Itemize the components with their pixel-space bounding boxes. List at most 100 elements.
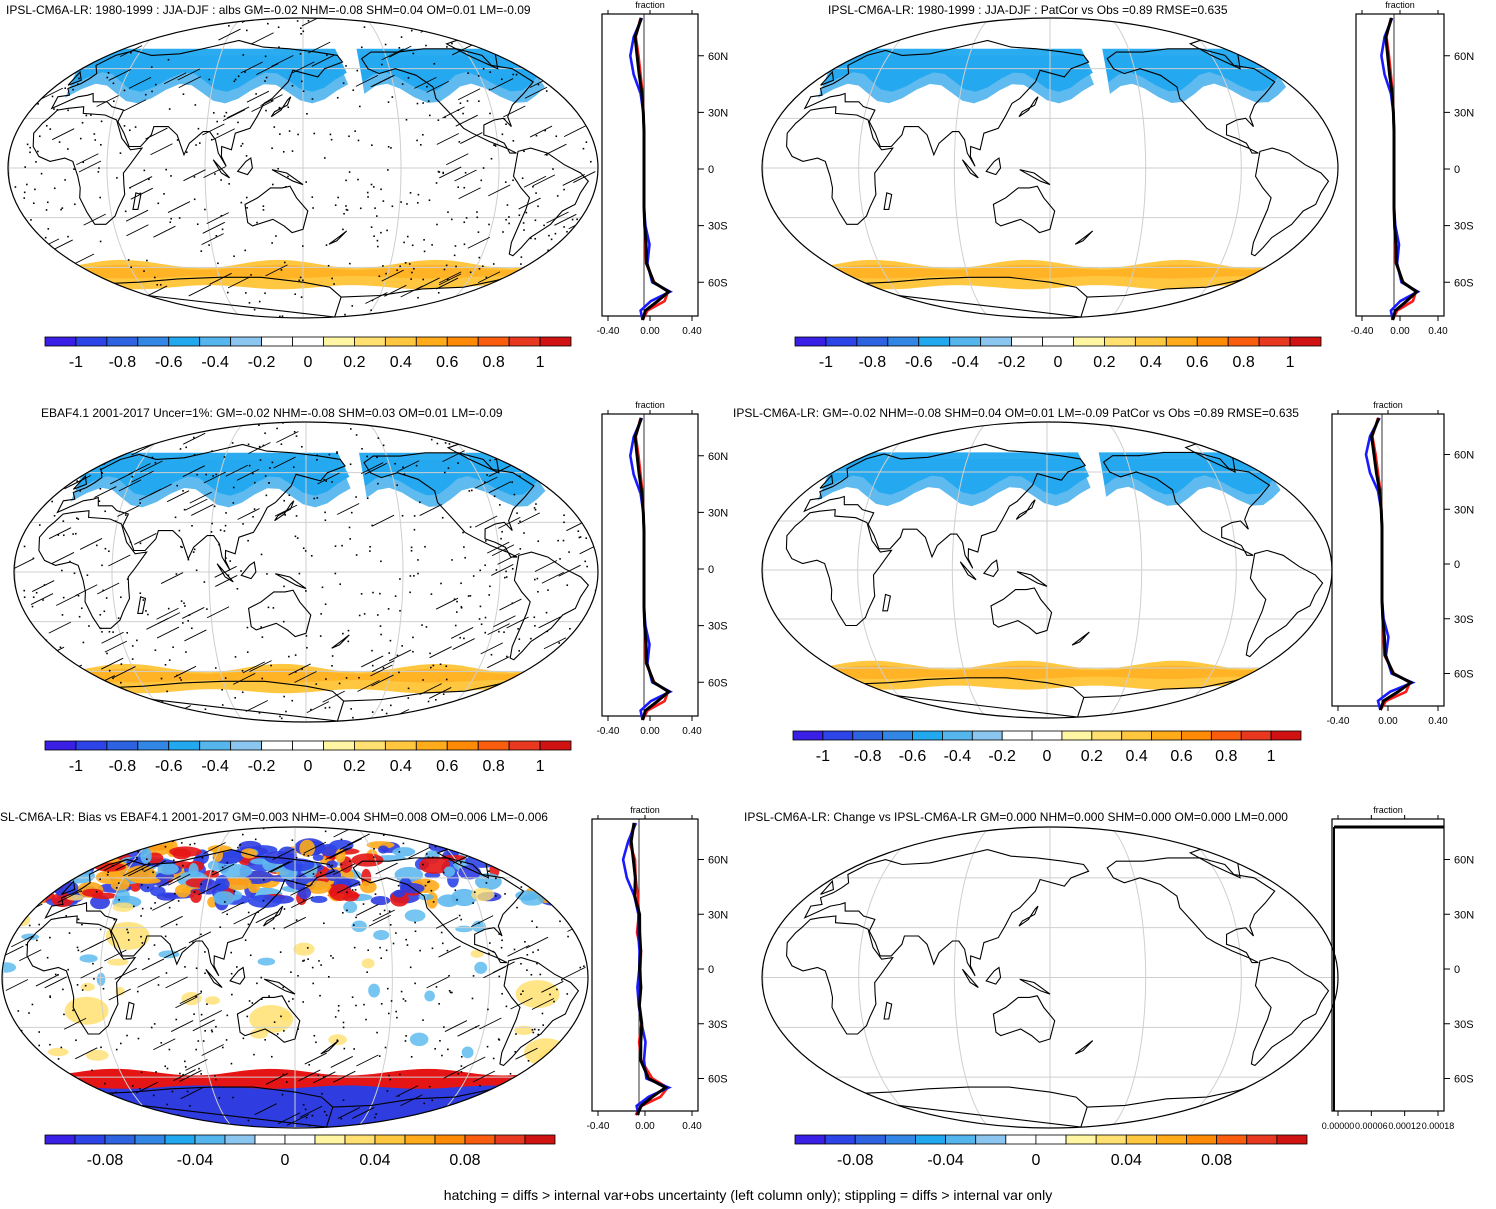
- colorbar-swatch: [1061, 730, 1093, 741]
- profile-ytick: 30N: [708, 107, 728, 119]
- footer-note: hatching = diffs > internal var+obs unce…: [443, 1187, 1053, 1203]
- colorbar-swatch: [794, 1134, 826, 1145]
- colorbar-tick: 0.6: [1170, 748, 1192, 765]
- profile-ytick: 30S: [708, 221, 728, 233]
- colorbar-tick: -1: [819, 354, 833, 371]
- colorbar-swatch: [292, 740, 324, 751]
- profile-xtick: 0.00: [640, 326, 660, 337]
- snow-albedo-decrease-region: [817, 48, 1287, 104]
- colorbar-tick: 0.2: [1081, 748, 1103, 765]
- colorbar-tick: -0.8: [109, 354, 137, 371]
- profile-series-2: [633, 417, 672, 721]
- profile-ytick: 60N: [708, 51, 728, 63]
- panel-3-zonal-profile: fraction 60N 30N 0 30S 60S -0.40 0.00 0.40: [597, 400, 729, 737]
- colorbar-tick: -0.8: [854, 748, 882, 765]
- colorbar-swatch: [912, 730, 943, 741]
- colorbar-tick: 1: [1286, 354, 1295, 371]
- colorbar-swatch: [106, 336, 139, 347]
- colorbar-tick: -1: [69, 354, 83, 371]
- panel-1-map: [7, 17, 599, 319]
- colorbar-swatch: [199, 336, 232, 347]
- colorbar-tick: -1: [69, 758, 83, 775]
- profile-ytick: 60S: [708, 1074, 728, 1086]
- profile-ylabel: fraction: [1373, 805, 1403, 815]
- map-border: [761, 826, 1339, 1129]
- map-border: [7, 17, 599, 319]
- sea-ice-bias-red: [32, 1068, 549, 1089]
- colorbar-tick: 1: [536, 354, 545, 371]
- colorbar-tick: 0.6: [436, 354, 458, 371]
- colorbar-swatch: [508, 740, 541, 751]
- panel-5-zonal-profile: fraction 60N 30N 0 30S 60S -0.40 0.00 0.40: [587, 805, 729, 1132]
- colorbar-swatch: [1035, 1134, 1067, 1145]
- profile-ytick: 60S: [1454, 1074, 1474, 1086]
- colorbar-tick: 0.04: [359, 1152, 390, 1169]
- colorbar-swatch: [1186, 1134, 1218, 1145]
- colorbar-swatch: [224, 1134, 256, 1145]
- colorbar-swatch: [374, 1134, 406, 1145]
- colorbar-swatch: [1156, 1134, 1187, 1145]
- colorbar-swatch: [915, 1134, 946, 1145]
- colorbar-tick: 0: [1043, 748, 1052, 765]
- colorbar-tick: -0.4: [201, 758, 229, 775]
- colorbar-tick: -1: [816, 748, 830, 765]
- colorbar-swatch: [1240, 730, 1272, 741]
- panel-1-zonal-profile: fraction 60N 30N 0 30S 60S -0.40 0.00 0.40: [597, 0, 729, 337]
- colorbar-tick: 0.8: [1233, 354, 1255, 371]
- colorbar-swatch: [168, 336, 201, 347]
- colorbar-swatch: [323, 336, 355, 347]
- panel-3-title: EBAF4.1 2001-2017 Uncer=1%: GM=-0.02 NHM…: [41, 406, 503, 420]
- colorbar-tick: -0.04: [927, 1152, 964, 1169]
- profile-xtick: 0.00012: [1388, 1121, 1421, 1131]
- colorbar-swatch: [539, 336, 572, 347]
- profile-frame: [1331, 818, 1445, 1112]
- colorbar-swatch: [824, 1134, 856, 1145]
- colorbar-tick: -0.8: [859, 354, 887, 371]
- colorbar-tick: -0.8: [109, 758, 137, 775]
- colorbar-swatch: [199, 740, 232, 751]
- profile-ylabel: fraction: [635, 400, 665, 410]
- colorbar-tick: -0.08: [837, 1152, 874, 1169]
- map-border: [1, 826, 589, 1129]
- profile-series-2: [1384, 17, 1419, 321]
- colorbar-swatch: [882, 730, 913, 741]
- colorbar-swatch: [1042, 336, 1074, 347]
- colorbar-swatch: [945, 1134, 977, 1145]
- profile-xtick: -0.40: [1327, 716, 1350, 727]
- profile-ytick: 30S: [1454, 614, 1474, 626]
- panel-1-title: IPSL-CM6A-LR: 1980-1999 : JJA-DJF : albs…: [6, 3, 531, 17]
- colorbar-swatch: [1216, 1134, 1248, 1145]
- profile-ytick: 60S: [708, 277, 728, 289]
- colorbar-tick: 0.2: [343, 758, 365, 775]
- colorbar-swatch: [822, 730, 854, 741]
- map-field: [762, 827, 1338, 1128]
- colorbar-tick: 0.8: [483, 758, 505, 775]
- graticule: [762, 827, 1338, 1128]
- colorbar-swatch: [314, 1134, 346, 1145]
- colorbar-swatch: [918, 336, 951, 347]
- profile-xtick: -0.40: [597, 326, 620, 337]
- colorbar-tick: 0.6: [1186, 354, 1208, 371]
- colorbar-tick: 0: [1031, 1152, 1040, 1169]
- profile-ytick: 30N: [1454, 107, 1474, 119]
- colorbar-tick: -0.2: [998, 354, 1026, 371]
- colorbar-tick: 0: [304, 354, 313, 371]
- colorbar-swatch: [404, 1134, 436, 1145]
- colorbar-swatch: [856, 336, 889, 347]
- colorbar-swatch: [1091, 730, 1123, 741]
- panel-6-map: [761, 826, 1339, 1129]
- colorbar-swatch: [74, 1134, 106, 1145]
- colorbar-swatch: [230, 336, 262, 347]
- profile-ytick: 30S: [1454, 221, 1474, 233]
- profile-ytick: 60N: [708, 451, 728, 463]
- snow-albedo-decrease-region: [817, 452, 1281, 507]
- panel-1-colorbar: -1 -0.8 -0.6 -0.4 -0.2 0 0.2 0.4 0.6 0.8 1: [44, 336, 572, 371]
- colorbar-swatch: [44, 336, 77, 347]
- colorbar-swatch: [194, 1134, 226, 1145]
- colorbar-tick: -0.2: [988, 748, 1016, 765]
- colorbar-tick: -0.6: [155, 354, 183, 371]
- colorbar-swatch: [477, 740, 510, 751]
- colorbar-swatch: [1258, 336, 1291, 347]
- profile-ylabel: fraction: [630, 805, 660, 815]
- colorbar-swatch: [1270, 730, 1302, 741]
